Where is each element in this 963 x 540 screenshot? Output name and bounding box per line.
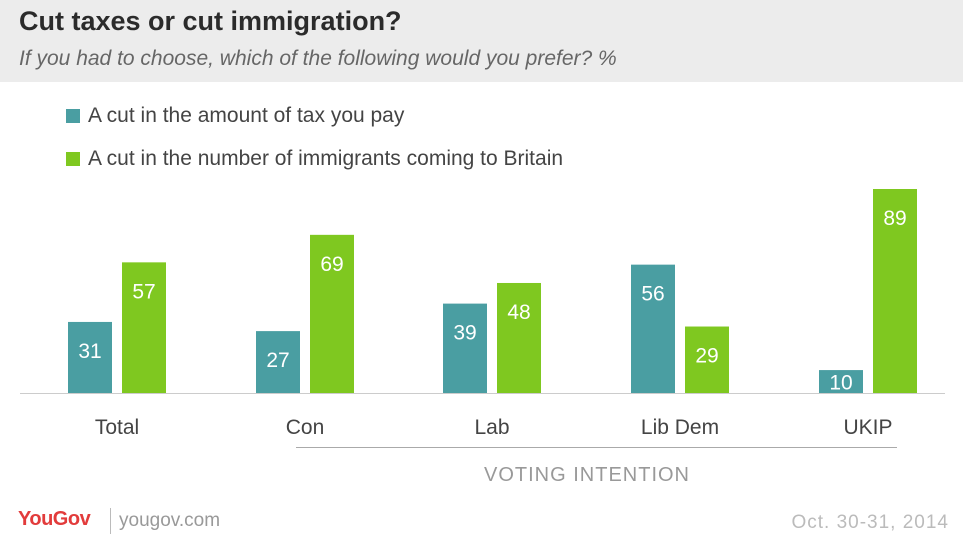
legend-swatch-immigration: [66, 152, 80, 166]
x-tick-label: Con: [286, 416, 325, 439]
bar-tax: [819, 370, 863, 393]
footer-date: Oct. 30-31, 2014: [791, 512, 949, 533]
legend-item-immigration: A cut in the number of immigrants coming…: [66, 145, 563, 173]
data-label: 39: [453, 322, 476, 345]
bar-tax: [256, 331, 300, 393]
legend-swatch-tax: [66, 109, 80, 123]
legend-label-immigration: A cut in the number of immigrants coming…: [88, 147, 564, 170]
chart-title: Cut taxes or cut immigration?: [19, 6, 402, 36]
data-label: 31: [78, 340, 101, 363]
data-label: 56: [641, 283, 664, 306]
bar-immigration: [310, 234, 354, 393]
legend-label-tax: A cut in the amount of tax you pay: [88, 104, 405, 127]
bar-immigration: [497, 282, 541, 393]
bar-immigration: [122, 262, 166, 393]
data-label: 27: [266, 349, 289, 372]
legend-item-tax: A cut in the amount of tax you pay: [66, 102, 563, 130]
legend: A cut in the amount of tax you pay A cut…: [66, 102, 563, 188]
x-tick-label: Total: [95, 416, 139, 439]
chart-subtitle: If you had to choose, which of the follo…: [19, 47, 617, 70]
x-tick-label: Lab: [474, 416, 509, 439]
data-label: 57: [132, 280, 155, 303]
footer-url: yougov.com: [119, 510, 221, 531]
data-label: 69: [320, 253, 343, 276]
data-label: 48: [507, 301, 530, 324]
bar-tax: [443, 303, 487, 393]
yougov-logo: YouGov: [18, 508, 91, 530]
data-label: 10: [829, 372, 852, 395]
data-label: 89: [883, 207, 906, 230]
chart-header: Cut taxes or cut immigration? If you had…: [0, 0, 963, 82]
bar-immigration: [685, 326, 729, 393]
bar-immigration: [873, 189, 917, 393]
bar-tax: [68, 321, 112, 393]
data-label: 29: [695, 345, 718, 368]
x-tick-label: UKIP: [843, 416, 892, 439]
footer-divider: [110, 508, 111, 534]
group-label: VOTING INTENTION: [484, 464, 690, 486]
bar-tax: [631, 264, 675, 393]
x-tick-label: Lib Dem: [641, 416, 719, 439]
